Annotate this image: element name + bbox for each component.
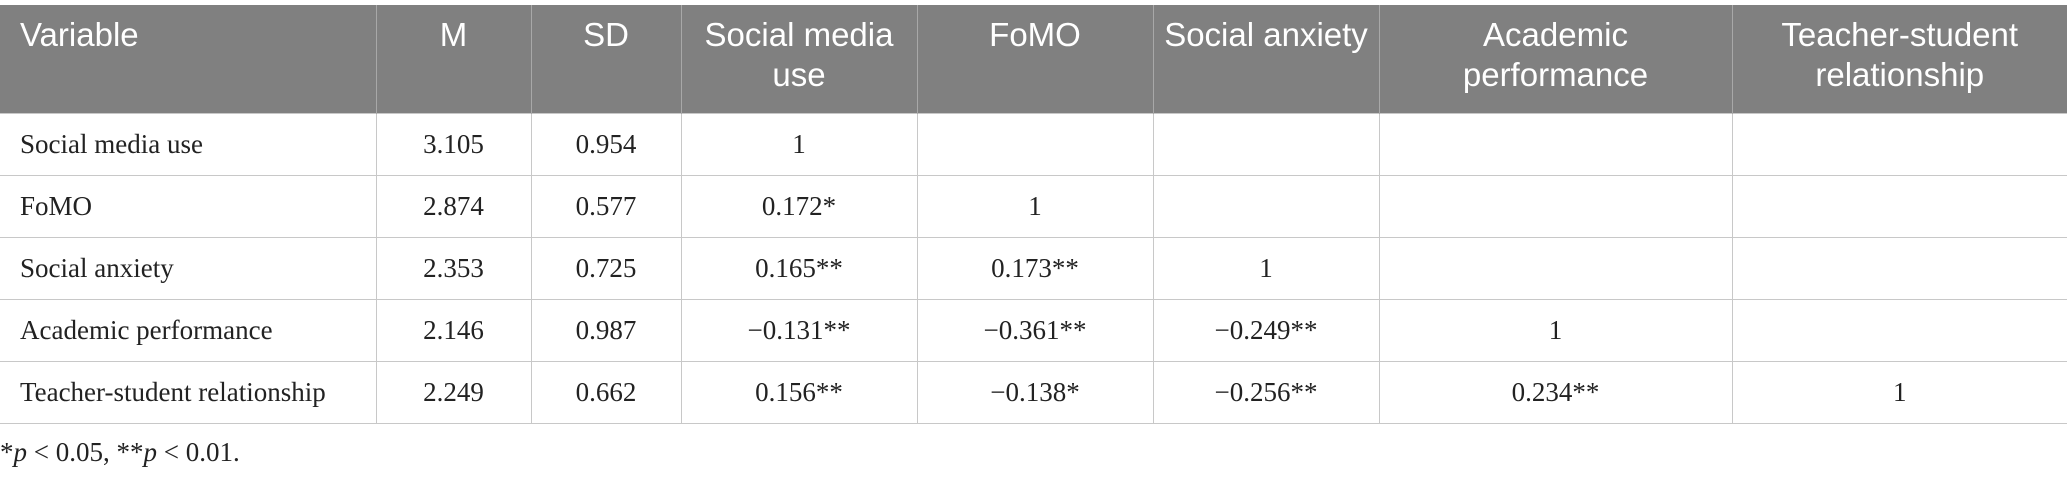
footnote-threshold-2: < 0.01. [156, 437, 240, 467]
cell-corr [1152, 174, 1380, 238]
header-m: M [375, 5, 531, 113]
table-row: FoMO 2.874 0.577 0.172* 1 [0, 174, 2067, 238]
row-label: FoMO [0, 174, 377, 238]
cell-corr [1731, 112, 2067, 176]
cell-corr: 0.165** [680, 236, 918, 300]
footnote-p-symbol: p [13, 437, 28, 467]
cell-sd: 0.725 [530, 236, 682, 300]
cell-mean: 2.146 [375, 298, 532, 362]
header-social-anxiety: Social anxiety [1152, 5, 1379, 113]
row-label: Teacher-student relationship [0, 360, 377, 424]
header-academic-performance: Academic performance [1378, 5, 1732, 113]
cell-corr: 0.234** [1378, 360, 1733, 424]
cell-corr: −0.256** [1152, 360, 1380, 424]
row-label: Social anxiety [0, 236, 377, 300]
cell-corr [1378, 236, 1733, 300]
cell-mean: 2.353 [375, 236, 532, 300]
table-footnote: *p < 0.05, **p < 0.01. [0, 437, 240, 468]
footnote-p-symbol: p [143, 437, 157, 467]
cell-mean: 2.249 [375, 360, 532, 424]
table-row: Social anxiety 2.353 0.725 0.165** 0.173… [0, 236, 2067, 300]
cell-corr: 1 [1731, 360, 2067, 424]
cell-corr: 0.173** [916, 236, 1154, 300]
cell-corr: −0.131** [680, 298, 918, 362]
footnote-threshold-1: < 0.05, ** [27, 437, 144, 467]
cell-corr: −0.361** [916, 298, 1154, 362]
cell-corr: 1 [1378, 298, 1733, 362]
cell-mean: 2.874 [375, 174, 532, 238]
cell-corr [1378, 174, 1733, 238]
cell-corr [1378, 112, 1733, 176]
cell-corr: 0.172* [680, 174, 918, 238]
header-teacher-student-relationship: Teacher-student relationship [1731, 5, 2067, 113]
table-row: Teacher-student relationship 2.249 0.662… [0, 360, 2067, 424]
footnote-star: * [0, 437, 14, 467]
cell-corr: −0.138* [916, 360, 1154, 424]
cell-mean: 3.105 [375, 112, 532, 176]
table-row: Social media use 3.105 0.954 1 [0, 112, 2067, 176]
header-social-media-use: Social media use [680, 5, 917, 113]
cell-corr: 1 [1152, 236, 1380, 300]
cell-corr [1731, 236, 2067, 300]
header-fomo: FoMO [916, 5, 1153, 113]
cell-sd: 0.987 [530, 298, 682, 362]
cell-sd: 0.662 [530, 360, 682, 424]
cell-corr [1731, 174, 2067, 238]
header-variable: Variable [0, 5, 376, 113]
cell-corr: −0.249** [1152, 298, 1380, 362]
cell-corr: 0.156** [680, 360, 918, 424]
row-label: Academic performance [0, 298, 377, 362]
cell-corr: 1 [680, 112, 918, 176]
correlation-table: Variable M SD Social media use FoMO Soci… [0, 5, 2067, 424]
cell-corr [916, 112, 1154, 176]
table-row: Academic performance 2.146 0.987 −0.131*… [0, 298, 2067, 362]
row-label: Social media use [0, 112, 377, 176]
cell-corr: 1 [916, 174, 1154, 238]
cell-corr [1731, 298, 2067, 362]
header-row: Variable M SD Social media use FoMO Soci… [0, 5, 2067, 113]
cell-corr [1152, 112, 1380, 176]
cell-sd: 0.577 [530, 174, 682, 238]
header-sd: SD [530, 5, 681, 113]
cell-sd: 0.954 [530, 112, 682, 176]
